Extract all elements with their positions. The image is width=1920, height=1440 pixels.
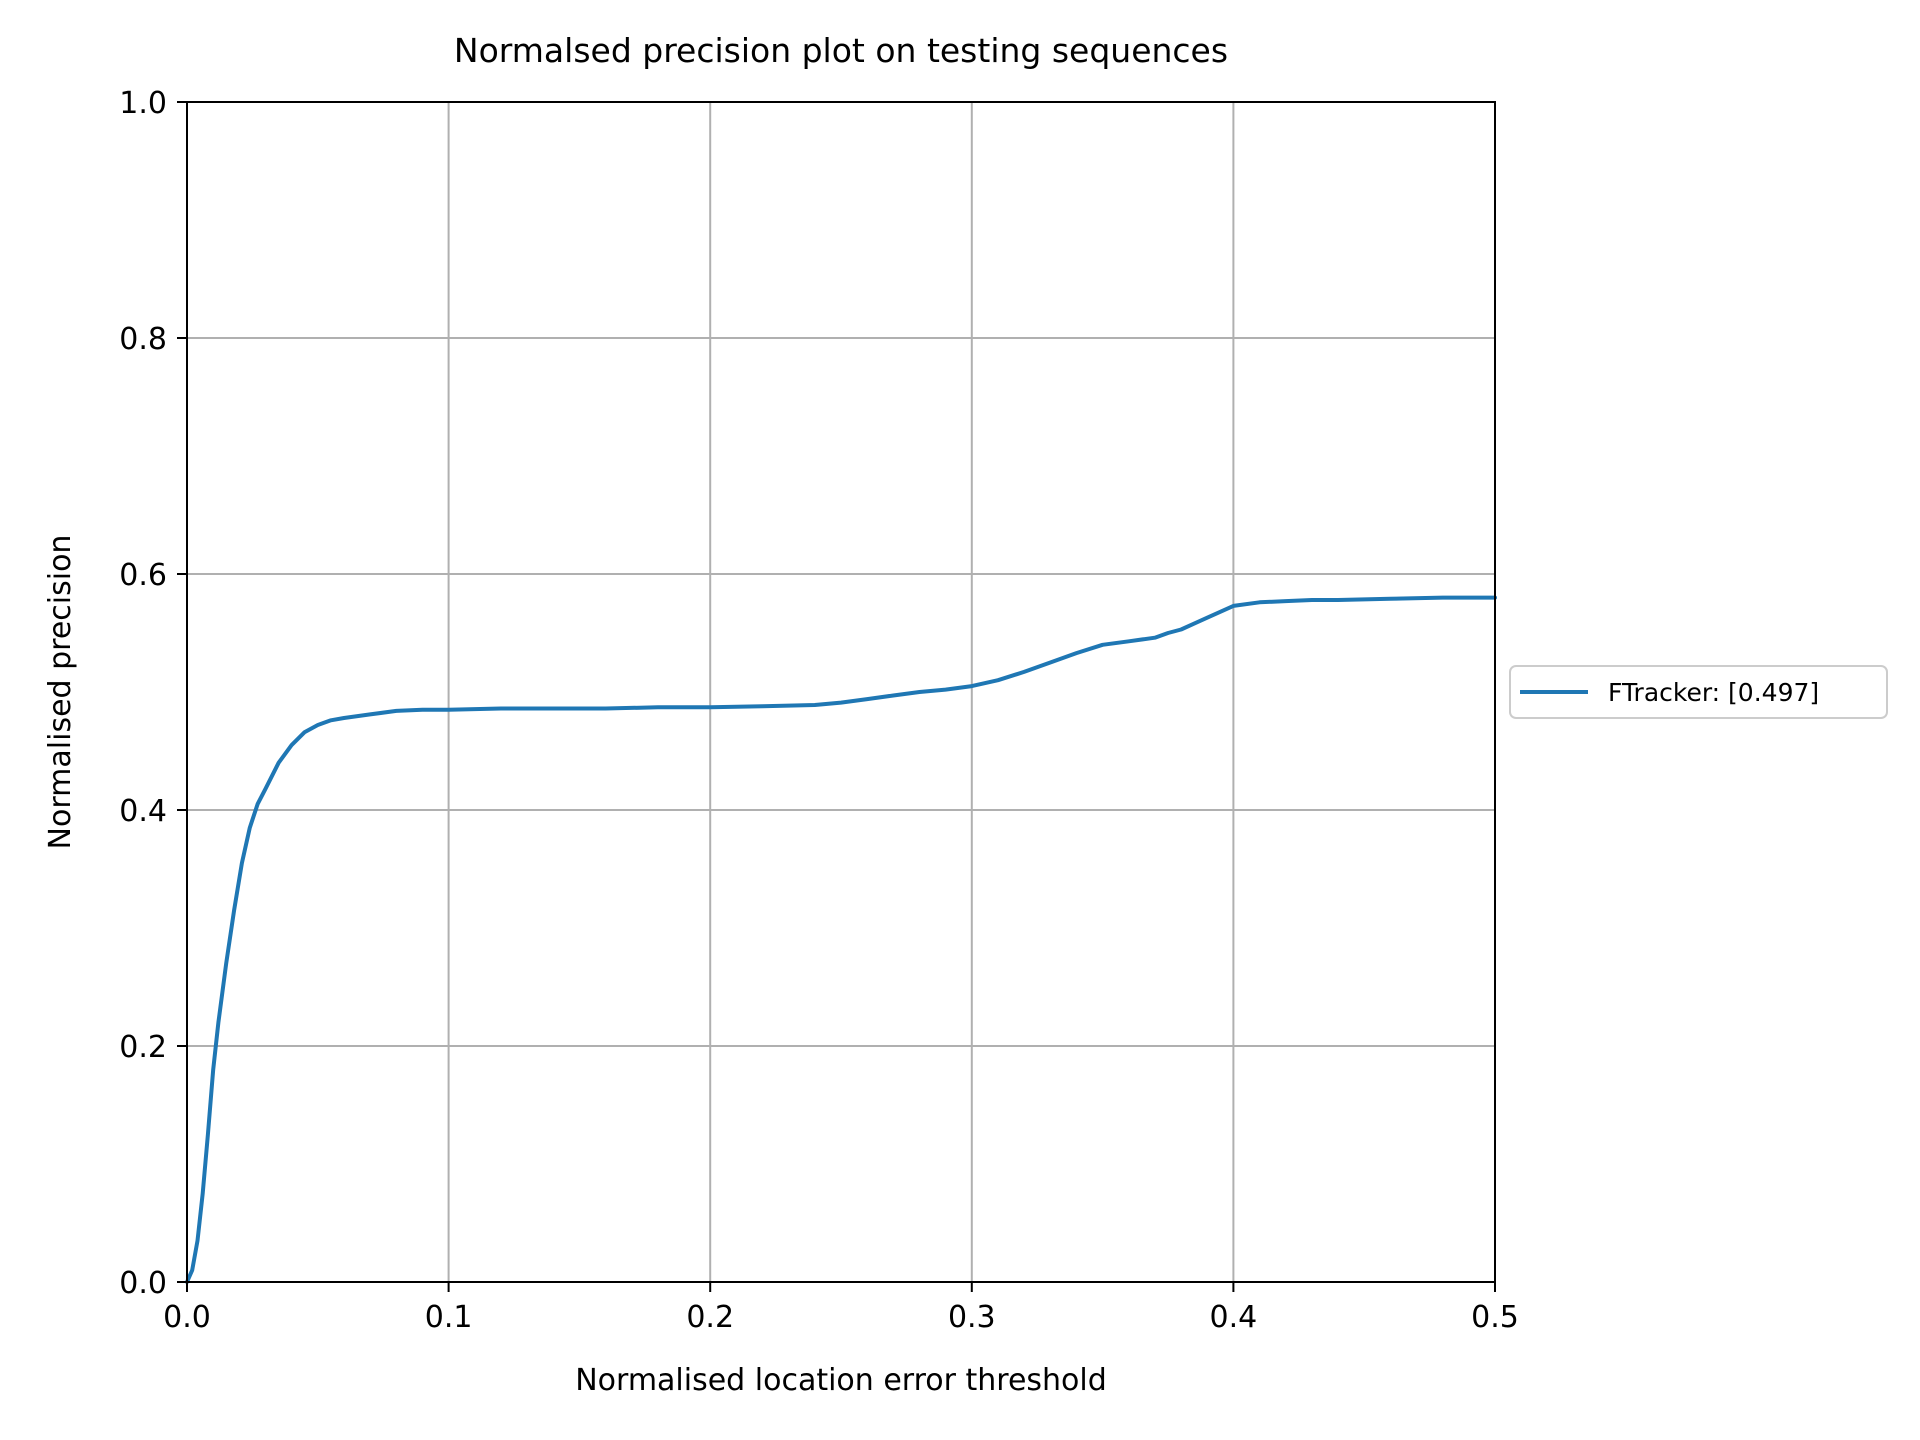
x-tick-label: 0.0 xyxy=(163,1300,211,1335)
plot-frame xyxy=(186,101,1496,1283)
series-layer xyxy=(185,595,1497,1284)
grid-lines xyxy=(186,101,1496,1283)
y-tick-label: 0.0 xyxy=(119,1266,167,1301)
chart-title: Normalsed precision plot on testing sequ… xyxy=(454,31,1228,70)
y-tick-label: 1.0 xyxy=(119,86,167,121)
x-tick-label: 0.3 xyxy=(948,1300,996,1335)
legend: FTracker: [0.497] xyxy=(1509,665,1888,719)
x-tick-label: 0.2 xyxy=(686,1300,734,1335)
y-axis-label: Normalised precision xyxy=(43,535,78,850)
y-tick-label: 0.2 xyxy=(119,1030,167,1065)
x-tick-label: 0.5 xyxy=(1471,1300,1519,1335)
y-tick-label: 0.4 xyxy=(119,794,167,829)
y-tick-label: 0.6 xyxy=(119,558,167,593)
x-tick-label: 0.4 xyxy=(1210,1300,1258,1335)
x-axis-label: Normalised location error threshold xyxy=(575,1363,1107,1398)
legend-label-ftracker: FTracker: [0.497] xyxy=(1608,678,1819,707)
axis-ticks: 0.0 0.1 0.2 0.3 0.4 0.5 0.0 0.2 0.4 0.6 0.8 1.0 xyxy=(119,86,1519,1335)
y-tick-label: 0.8 xyxy=(119,322,167,357)
series-line-0 xyxy=(185,595,1497,1284)
plot-area: 0.0 0.1 0.2 0.3 0.4 0.5 0.0 0.2 0.4 0.6 0.8 1.0 xyxy=(119,86,1519,1335)
plot-background xyxy=(187,102,1495,1282)
x-tick-label: 0.1 xyxy=(425,1300,473,1335)
legend-box xyxy=(1509,665,1888,719)
